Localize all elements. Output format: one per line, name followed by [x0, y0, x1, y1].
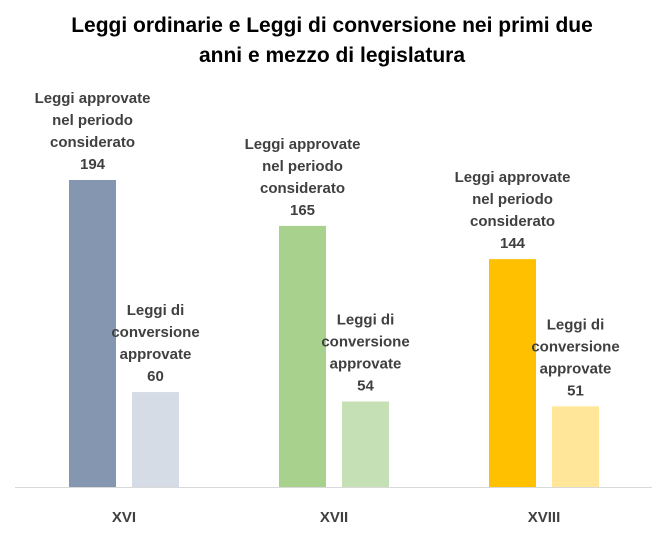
data-label-name-xvi-series-1-line-2: nel periodo [52, 112, 133, 129]
data-label-name-xvii-series-2-line-1: Leggi di [337, 312, 395, 329]
chart-title-line-2: anni e mezzo di legislatura [199, 44, 465, 67]
bar-xviii-series-1 [489, 259, 536, 487]
chart-title-line-1: Leggi ordinarie e Leggi di conversione n… [71, 14, 593, 37]
data-label-value-xvii-series-1: 165 [290, 202, 315, 219]
data-label-name-xviii-series-1-line-2: nel periodo [472, 191, 553, 208]
plot-area: 194 Leggi approvate nel periodo considerato… [15, 90, 652, 526]
bar-xvii-series-2 [342, 401, 389, 487]
data-label-name-xvi-series-1-line-1: Leggi approvate [35, 90, 151, 107]
data-label-name-xvi-series-1-line-3: considerato [50, 134, 135, 151]
data-label-name-xviii-series-1-line-1: Leggi approvate [455, 169, 571, 186]
data-label-name-xviii-series-2-line-2: conversione [531, 338, 619, 355]
data-label-name-xviii-series-2-line-3: approvate [540, 360, 612, 377]
data-label-name-xvii-series-2-line-2: conversione [321, 334, 409, 351]
data-label-name-xvi-series-2-line-3: approvate [120, 346, 192, 363]
bar-xviii-series-2 [552, 406, 599, 487]
data-label-value-xviii-series-2: 51 [567, 382, 584, 399]
data-label-name-xvi-series-2-line-1: Leggi di [127, 302, 185, 319]
data-label-name-xviii-series-2-line-1: Leggi di [547, 316, 605, 333]
bar-xvii-series-1 [279, 225, 326, 487]
data-label-name-xviii-series-1-line-3: considerato [470, 213, 555, 230]
bar-xvi-series-1 [69, 180, 116, 487]
data-label-value-xvii-series-2: 54 [357, 378, 374, 395]
bar-xvi-series-2 [132, 392, 179, 487]
data-label-value-xvi-series-1: 194 [80, 156, 106, 173]
data-label-value-xviii-series-1: 144 [500, 235, 526, 252]
data-label-value-xvi-series-2: 60 [147, 368, 164, 385]
data-label-name-xvii-series-1-line-2: nel periodo [262, 158, 343, 175]
data-label-name-xvii-series-1-line-3: considerato [260, 180, 345, 197]
x-tick-label-xvii: XVII [320, 509, 348, 526]
x-tick-label-xviii: XVIII [528, 509, 561, 526]
data-label-name-xvii-series-2-line-3: approvate [330, 356, 402, 373]
data-label-name-xvii-series-1-line-1: Leggi approvate [245, 136, 361, 153]
data-label-name-xvi-series-2-line-2: conversione [111, 324, 199, 341]
x-tick-label-xvi: XVI [112, 509, 136, 526]
